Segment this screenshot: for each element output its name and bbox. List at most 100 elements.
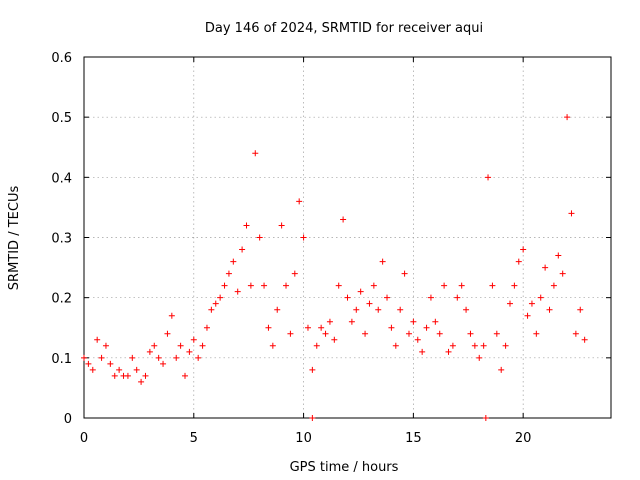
- data-point: [427, 294, 434, 301]
- data-point: [485, 174, 492, 181]
- data-point: [326, 318, 333, 325]
- data-point: [555, 252, 562, 259]
- data-point: [498, 366, 505, 373]
- data-point: [533, 330, 540, 337]
- data-point: [98, 354, 105, 361]
- data-point: [340, 216, 347, 223]
- data-point: [190, 336, 197, 343]
- data-point: [375, 306, 382, 313]
- data-point: [458, 282, 465, 289]
- data-point: [296, 198, 303, 205]
- data-point: [414, 336, 421, 343]
- x-tick-label: 15: [405, 431, 422, 446]
- data-point: [151, 342, 158, 349]
- data-point: [502, 342, 509, 349]
- data-point: [102, 342, 109, 349]
- data-point: [212, 300, 219, 307]
- x-axis-ticks: 0 5 10 15 20: [80, 57, 532, 446]
- data-point: [419, 348, 426, 355]
- data-point: [353, 306, 360, 313]
- data-point: [225, 270, 232, 277]
- data-point: [318, 324, 325, 331]
- data-point: [559, 270, 566, 277]
- data-point: [362, 330, 369, 337]
- data-point: [146, 348, 153, 355]
- data-point: [322, 330, 329, 337]
- data-point: [515, 258, 522, 265]
- data-point: [111, 372, 118, 379]
- data-point: [177, 342, 184, 349]
- data-point: [410, 318, 417, 325]
- data-point: [182, 372, 189, 379]
- data-point: [357, 288, 364, 295]
- y-tick-label: 0: [64, 412, 72, 427]
- data-point: [432, 318, 439, 325]
- data-point: [388, 324, 395, 331]
- data-point: [335, 282, 342, 289]
- data-point: [168, 312, 175, 319]
- data-point: [564, 114, 571, 121]
- data-point: [81, 354, 87, 361]
- data-point: [441, 282, 448, 289]
- data-point: [261, 282, 268, 289]
- data-point: [89, 366, 96, 373]
- data-point: [256, 234, 263, 241]
- data-point: [449, 342, 456, 349]
- data-point: [537, 294, 544, 301]
- data-point: [221, 282, 228, 289]
- data-point: [436, 330, 443, 337]
- data-point: [520, 246, 527, 253]
- data-point: [581, 336, 588, 343]
- data-point: [243, 222, 250, 229]
- data-point: [445, 348, 452, 355]
- y-axis-ticks: 0 0.1 0.2 0.3 0.4 0.5 0.6: [51, 51, 611, 427]
- chart-title: Day 146 of 2024, SRMTID for receiver aqu…: [205, 21, 483, 36]
- x-axis-label: GPS time / hours: [290, 460, 399, 475]
- data-point: [217, 294, 224, 301]
- data-point: [116, 366, 123, 373]
- data-point: [348, 318, 355, 325]
- data-point: [366, 300, 373, 307]
- data-point: [528, 300, 535, 307]
- data-points: [81, 114, 588, 421]
- data-point: [304, 324, 311, 331]
- data-point: [107, 360, 114, 367]
- data-point: [423, 324, 430, 331]
- y-tick-label: 0.5: [51, 111, 72, 126]
- data-point: [506, 300, 513, 307]
- data-point: [274, 306, 281, 313]
- x-tick-label: 20: [515, 431, 532, 446]
- data-point: [476, 354, 483, 361]
- data-point: [239, 246, 246, 253]
- y-tick-label: 0.3: [51, 232, 72, 247]
- data-point: [234, 288, 241, 295]
- data-point: [471, 342, 478, 349]
- data-point: [344, 294, 351, 301]
- x-tick-label: 10: [295, 431, 312, 446]
- data-point: [164, 330, 171, 337]
- data-point: [142, 372, 149, 379]
- data-point: [247, 282, 254, 289]
- data-point: [480, 342, 487, 349]
- data-point: [300, 234, 307, 241]
- data-point: [546, 306, 553, 313]
- data-point: [173, 354, 180, 361]
- data-point: [129, 354, 136, 361]
- data-point: [379, 258, 386, 265]
- axis-data-point: [482, 415, 489, 421]
- y-axis-label: SRMTID / TECUs: [7, 186, 22, 291]
- data-point: [133, 366, 140, 373]
- data-point: [278, 222, 285, 229]
- data-point: [230, 258, 237, 265]
- data-point: [401, 270, 408, 277]
- data-point: [331, 336, 338, 343]
- data-point: [283, 282, 290, 289]
- data-point: [94, 336, 101, 343]
- data-point: [511, 282, 518, 289]
- data-point: [454, 294, 461, 301]
- data-point: [269, 342, 276, 349]
- data-point: [203, 324, 210, 331]
- data-point: [384, 294, 391, 301]
- y-tick-label: 0.6: [51, 51, 72, 66]
- data-point: [313, 342, 320, 349]
